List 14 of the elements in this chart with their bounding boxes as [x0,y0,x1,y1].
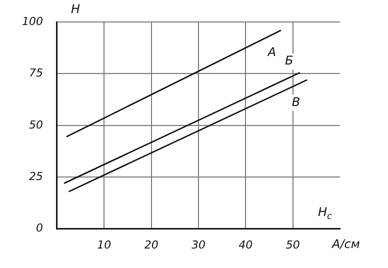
x-tick-label: 50 [286,238,300,252]
series-label: В [292,94,300,109]
x-tick-label: 20 [144,238,158,252]
y-axis-title: H [70,2,80,16]
y-tick-label: 50 [28,118,43,132]
y-tick-label: 100 [22,14,43,28]
y-tick-label: 25 [28,170,43,183]
x-tick-label: 30 [192,238,206,252]
x-tick-label: 10 [97,238,112,252]
x-tick-label: 40 [238,238,253,252]
y-tick-label: 0 [36,222,43,235]
series-label: Б [285,54,294,68]
y-tick-label: 75 [28,66,43,80]
series-label: A [266,44,276,59]
